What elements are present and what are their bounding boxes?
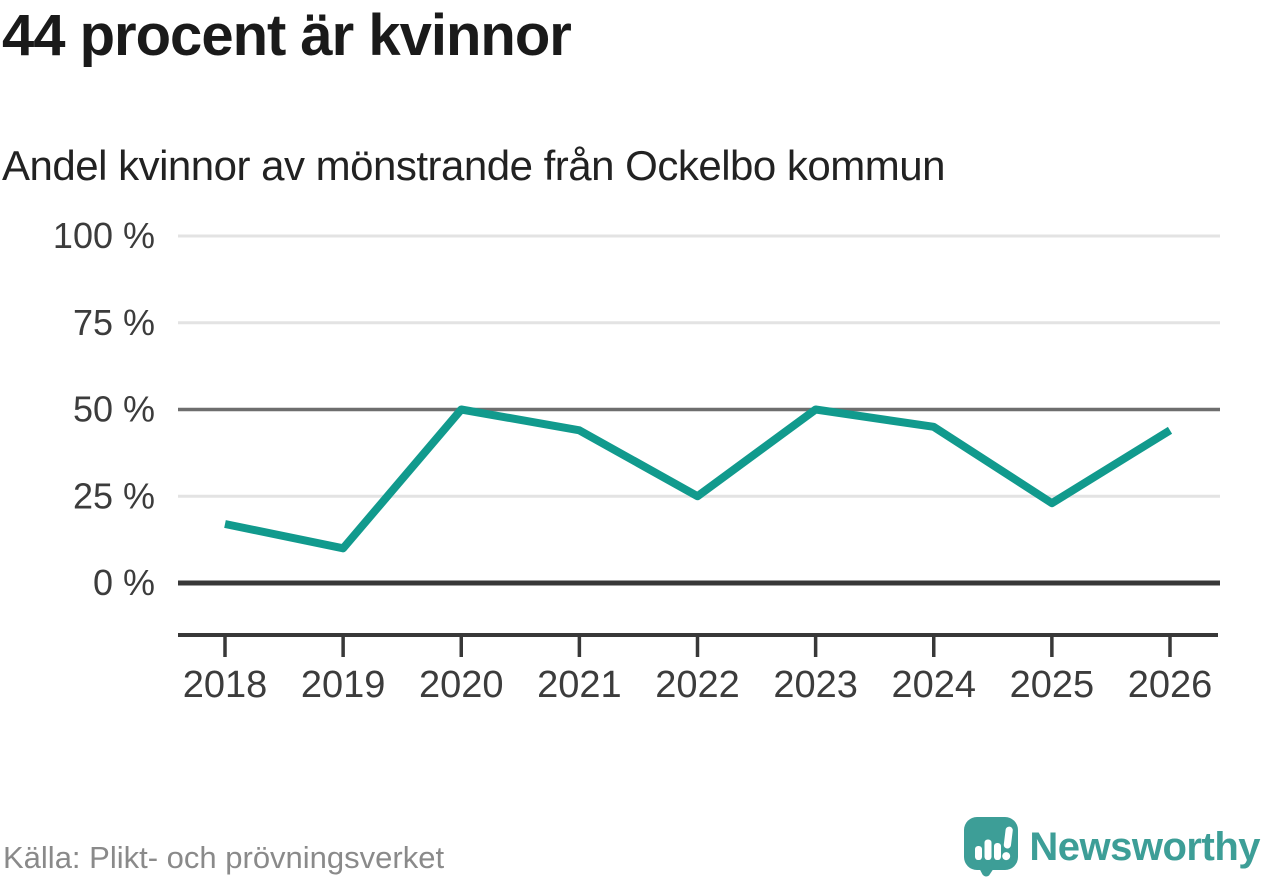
y-axis-tick-label: 50 % <box>73 389 155 430</box>
newsworthy-logo-icon <box>964 817 1019 877</box>
x-axis-tick-label: 2025 <box>1010 664 1095 706</box>
x-axis-tick-label: 2024 <box>891 664 976 706</box>
x-axis-tick-label: 2026 <box>1128 664 1213 706</box>
line-chart: 100 % 75 % 50 % 25 % 0 % 2018 2019 2020 2021 2022… <box>53 215 1220 706</box>
x-axis-tick-label: 2023 <box>773 664 858 706</box>
y-axis-tick-label: 75 % <box>73 302 155 343</box>
x-axis-tick-label: 2020 <box>419 664 504 706</box>
x-axis-tick-label: 2021 <box>537 664 622 706</box>
y-axis-tick-label: 25 % <box>73 475 155 516</box>
y-axis-tick-label: 100 % <box>53 215 155 256</box>
y-axis-tick-label: 0 % <box>93 562 155 603</box>
chart-title: 44 procent är kvinnor <box>2 3 572 68</box>
chart-subtitle: Andel kvinnor av mönstrande från Ockelbo… <box>2 142 945 189</box>
x-axis-tick-label: 2018 <box>183 664 268 706</box>
newsworthy-logo: Newsworthy <box>963 816 1260 878</box>
newsworthy-wordmark: Newsworthy <box>1029 825 1260 869</box>
source-note: Källa: Plikt- och prövningsverket <box>3 840 445 875</box>
data-line <box>224 405 1173 553</box>
x-axis-tick-label: 2019 <box>301 664 386 706</box>
x-axis-tick-label: 2022 <box>655 664 740 706</box>
